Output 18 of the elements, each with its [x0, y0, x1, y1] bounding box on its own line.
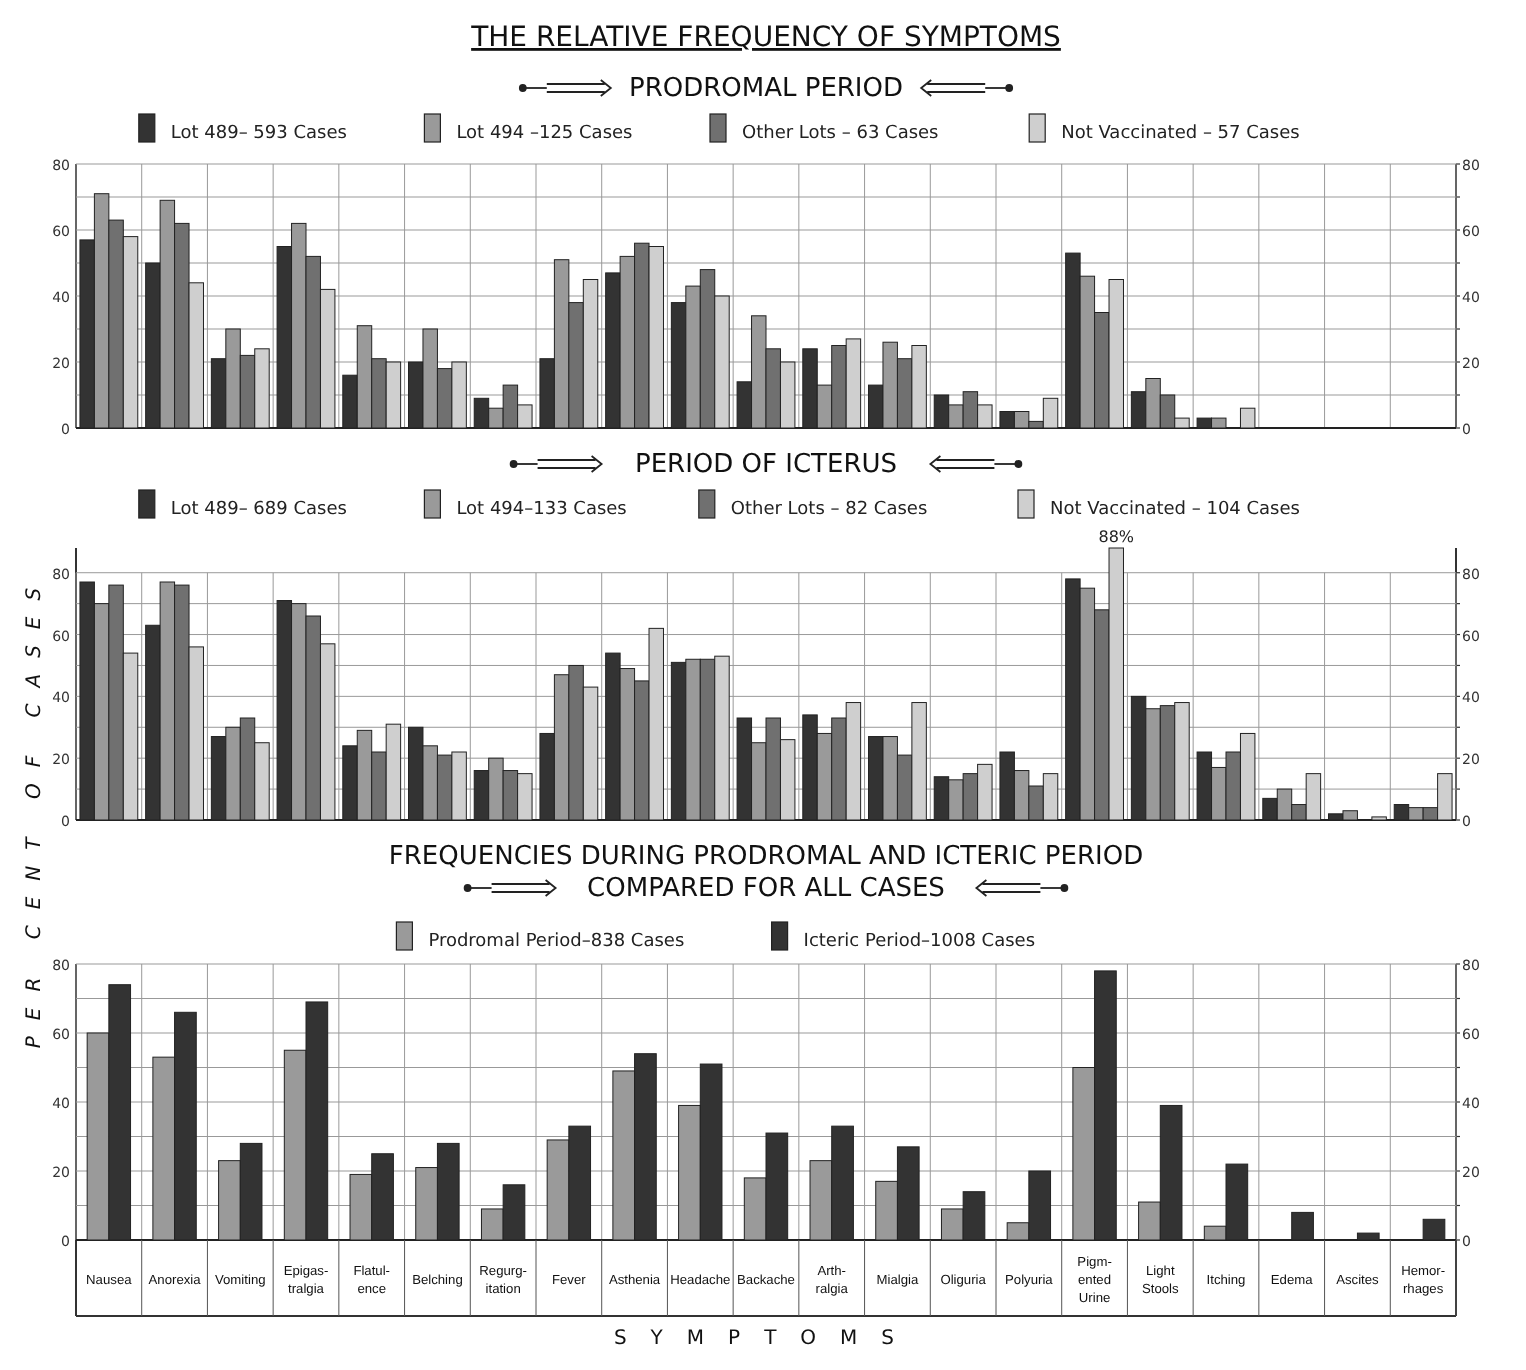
chart-title: PERIOD OF ICTERUS	[634, 450, 898, 480]
data-label: 88%	[1098, 528, 1135, 546]
legend-label: Prodromal Period–838 Cases	[428, 932, 685, 952]
legend-label: Lot 494 –125 Cases	[456, 124, 634, 144]
chart-title: THE RELATIVE FREQUENCY OF SYMPTOMS	[469, 22, 1062, 54]
chart-subtitle: COMPARED FOR ALL CASES	[587, 874, 945, 904]
legend-label: Lot 489– 689 Cases	[170, 500, 348, 520]
y-axis-title: PER CENT OF CASES	[24, 571, 46, 1049]
legend-label: Other Lots – 82 Cases	[730, 500, 928, 520]
legend-label: Lot 489– 593 Cases	[170, 124, 348, 144]
legend-label: Other Lots – 63 Cases	[742, 124, 940, 144]
legend-label: Lot 494–133 Cases	[456, 500, 628, 520]
legend-label: Icteric Period–1008 Cases	[803, 932, 1036, 952]
chart-subtitle: PRODROMAL PERIOD	[628, 74, 904, 104]
x-axis-title: SYMPTOMS	[613, 1328, 919, 1350]
chart-title: FREQUENCIES DURING PRODROMAL AND ICTERIC PERIOD	[388, 842, 1144, 872]
legend-label: Not Vaccinated – 104 Cases	[1050, 500, 1301, 520]
legend-label: Not Vaccinated – 57 Cases	[1061, 124, 1301, 144]
